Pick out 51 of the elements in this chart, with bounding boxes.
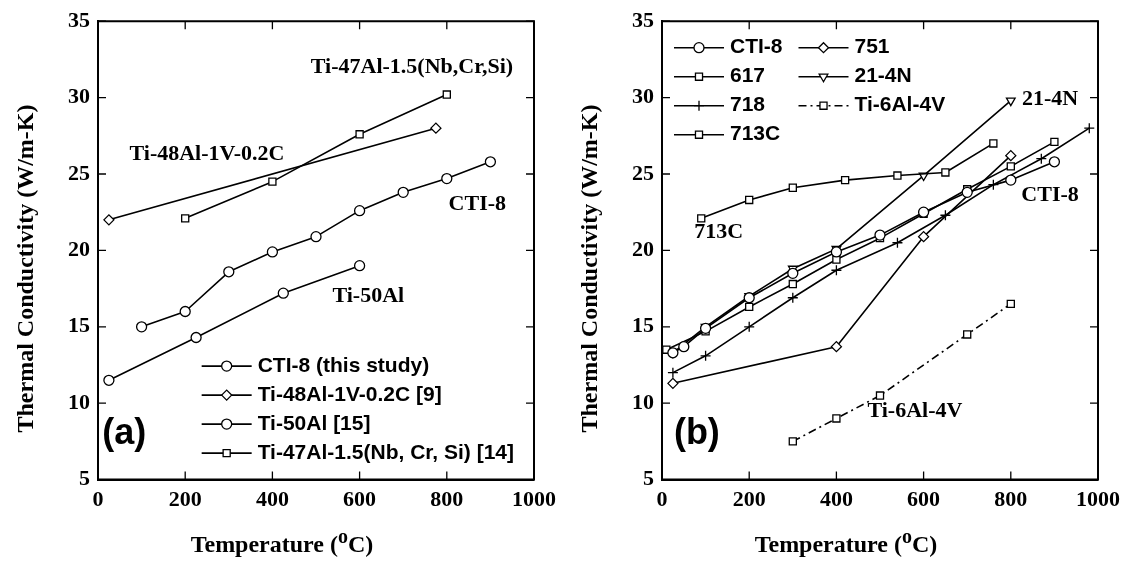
annotation: CTI-8 <box>1021 181 1079 207</box>
y-tick-label: 25 <box>632 159 654 185</box>
y-tick-label: 15 <box>68 312 90 338</box>
legend-label: 617 <box>730 63 766 87</box>
legend-label: Ti-50Al [15] <box>257 410 371 434</box>
annotation: Ti-6Al-4V <box>867 396 963 422</box>
y-tick-label: 35 <box>632 6 654 32</box>
legend-label: 21-4N <box>854 63 912 87</box>
x-tick-label: 400 <box>255 486 289 512</box>
x-tick-label: 600 <box>343 486 377 512</box>
y-tick-label: 25 <box>68 159 90 185</box>
annotation: 21-4N <box>1021 84 1079 110</box>
x-tick-label: 0 <box>92 486 104 512</box>
x-tick-label: 400 <box>819 486 853 512</box>
x-tick-label: 200 <box>732 486 766 512</box>
legend-label: Ti-48Al-1V-0.2C [9] <box>257 381 442 405</box>
x-tick-label: 800 <box>994 486 1028 512</box>
y-axis-title: Thermal Conductivity (W/m-K) <box>11 103 39 435</box>
legend-label: Ti-47Al-1.5(Nb, Cr, Si) [14] <box>257 439 515 463</box>
annotation: Ti-50Al <box>332 281 405 307</box>
x-tick-label: 1000 <box>512 486 556 512</box>
y-axis-title: Thermal Conductivity (W/m-K) <box>575 103 603 435</box>
y-tick-label: 10 <box>68 388 90 414</box>
x-axis-title: Temperature ($^{o}$C) <box>189 525 375 558</box>
x-tick-label: 0 <box>656 486 668 512</box>
legend-label: 751 <box>854 34 890 58</box>
x-axis-title: Temperature ($^{o}$C) <box>753 525 939 558</box>
y-tick-label: 15 <box>632 312 654 338</box>
annotation: CTI-8 <box>448 190 507 216</box>
annotation: (b) <box>673 410 720 452</box>
legend-label: CTI-8 <box>730 34 783 58</box>
x-tick-label: 800 <box>430 486 464 512</box>
y-tick-label: 30 <box>632 83 654 109</box>
y-tick-label: 10 <box>632 388 654 414</box>
legend-label: 718 <box>730 92 766 116</box>
annotation: Ti-47Al-1.5(Nb,Cr,Si) <box>310 52 514 78</box>
legend-label: 713C <box>730 121 781 145</box>
y-tick-label: 35 <box>68 6 90 32</box>
x-tick-label: 200 <box>168 486 202 512</box>
y-tick-label: 5 <box>79 465 90 491</box>
x-tick-label: 600 <box>907 486 941 512</box>
y-tick-label: 20 <box>68 236 90 262</box>
annotation: 713C <box>694 217 744 243</box>
annotation: (a) <box>102 410 147 452</box>
legend-label: Ti-6Al-4V <box>854 92 946 116</box>
y-tick-label: 20 <box>632 236 654 262</box>
legend-label: CTI-8 (this study) <box>257 352 430 376</box>
y-tick-label: 5 <box>643 465 654 491</box>
x-tick-label: 1000 <box>1076 486 1120 512</box>
y-tick-label: 30 <box>68 83 90 109</box>
annotation: Ti-48Al-1V-0.2C <box>129 139 285 165</box>
